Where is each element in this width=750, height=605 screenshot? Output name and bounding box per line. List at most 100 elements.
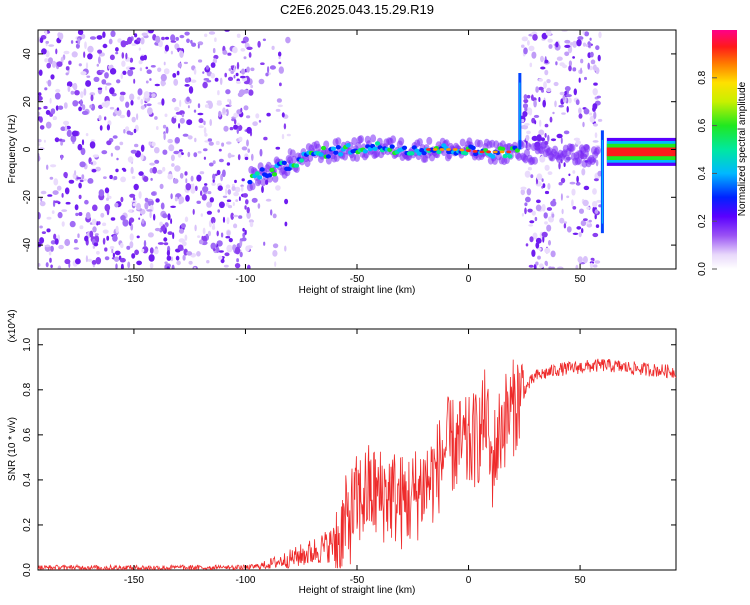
noise-blob bbox=[187, 105, 190, 109]
noise-blob bbox=[547, 134, 550, 142]
noise-blob bbox=[179, 99, 182, 107]
noise-blob bbox=[582, 30, 585, 35]
noise-blob bbox=[60, 56, 64, 64]
signal-core bbox=[298, 158, 305, 163]
noise-blob bbox=[524, 170, 531, 178]
noise-blob bbox=[242, 227, 245, 232]
noise-blob bbox=[583, 218, 588, 222]
y-tick-label: 0.0 bbox=[22, 563, 33, 577]
noise-blob bbox=[170, 205, 177, 208]
noise-blob bbox=[563, 130, 570, 135]
noise-blob bbox=[255, 113, 260, 119]
signal-core bbox=[502, 153, 508, 159]
noise-blob bbox=[141, 218, 145, 224]
noise-blob bbox=[78, 63, 82, 67]
x-tick-label: -150 bbox=[124, 274, 144, 285]
noise-blob bbox=[171, 116, 177, 124]
noise-blob bbox=[198, 59, 203, 63]
noise-blob bbox=[119, 141, 124, 146]
noise-blob bbox=[202, 71, 205, 74]
noise-blob bbox=[529, 62, 533, 68]
noise-blob bbox=[163, 242, 169, 246]
noise-blob bbox=[520, 119, 525, 123]
noise-blob bbox=[285, 36, 291, 44]
noise-blob bbox=[114, 202, 119, 208]
y-tick-label: 0.8 bbox=[22, 382, 33, 396]
noise-blob bbox=[233, 74, 236, 79]
noise-blob bbox=[234, 246, 241, 255]
noise-blob bbox=[549, 116, 553, 123]
noise-blob bbox=[77, 143, 83, 151]
noise-blob bbox=[137, 96, 141, 100]
noise-blob bbox=[50, 240, 56, 245]
noise-blob bbox=[50, 164, 57, 168]
signal-core bbox=[281, 160, 287, 165]
noise-blob bbox=[236, 61, 240, 70]
noise-blob bbox=[209, 119, 212, 126]
noise-blob bbox=[239, 251, 243, 258]
noise-blob bbox=[566, 88, 569, 96]
noise-blob bbox=[127, 68, 134, 77]
noise-blob bbox=[79, 225, 84, 230]
noise-blob bbox=[97, 87, 103, 90]
noise-blob bbox=[81, 139, 85, 146]
noise-blob bbox=[214, 77, 219, 82]
signal-peak bbox=[439, 148, 445, 151]
noise-blob bbox=[148, 141, 152, 146]
noise-blob bbox=[210, 216, 216, 224]
noise-blob bbox=[122, 168, 127, 172]
noise-blob bbox=[227, 52, 232, 56]
noise-blob bbox=[167, 138, 173, 144]
noise-blob bbox=[61, 139, 66, 143]
noise-blob bbox=[173, 150, 180, 155]
signal-halo bbox=[569, 143, 576, 152]
noise-blob bbox=[217, 185, 223, 191]
noise-blob bbox=[102, 237, 106, 245]
noise-blob bbox=[265, 72, 269, 77]
spectrogram-plot-area bbox=[38, 30, 676, 269]
colorbar-tick-label: 0.8 bbox=[697, 70, 708, 84]
noise-blob bbox=[136, 113, 139, 121]
noise-blob bbox=[586, 109, 589, 114]
noise-blob bbox=[170, 193, 173, 200]
noise-blob bbox=[44, 58, 49, 63]
noise-blob bbox=[113, 176, 118, 180]
noise-blob bbox=[78, 182, 82, 189]
signal-core bbox=[345, 143, 351, 148]
noise-blob bbox=[522, 111, 528, 117]
noise-blob bbox=[46, 216, 52, 220]
noise-blob bbox=[151, 191, 156, 196]
noise-blob bbox=[98, 56, 101, 64]
noise-blob bbox=[91, 218, 97, 226]
noise-blob bbox=[571, 188, 576, 196]
noise-blob bbox=[99, 69, 105, 73]
noise-blob bbox=[46, 62, 51, 69]
noise-blob bbox=[119, 257, 126, 263]
noise-blob bbox=[208, 31, 216, 35]
noise-blob bbox=[134, 143, 139, 148]
signal-halo bbox=[335, 137, 342, 146]
noise-blob bbox=[543, 212, 548, 219]
noise-blob bbox=[123, 129, 126, 134]
noise-blob bbox=[175, 111, 181, 115]
noise-blob bbox=[92, 154, 99, 158]
signal-core bbox=[409, 151, 415, 156]
noise-blob bbox=[572, 170, 576, 174]
noise-blob bbox=[558, 182, 563, 186]
snr-plot-area bbox=[38, 358, 676, 570]
noise-blob bbox=[243, 56, 247, 60]
noise-blob bbox=[93, 76, 100, 82]
noise-blob bbox=[560, 193, 563, 201]
signal-halo bbox=[370, 134, 377, 143]
noise-blob bbox=[564, 44, 571, 49]
noise-blob bbox=[239, 240, 243, 247]
noise-blob bbox=[241, 237, 247, 242]
noise-blob bbox=[141, 248, 145, 253]
noise-blob bbox=[580, 58, 584, 64]
noise-blob bbox=[538, 86, 544, 91]
noise-blob bbox=[129, 57, 134, 63]
noise-blob bbox=[147, 107, 153, 115]
noise-blob bbox=[521, 124, 529, 130]
noise-blob bbox=[573, 88, 577, 96]
noise-blob bbox=[39, 225, 43, 229]
